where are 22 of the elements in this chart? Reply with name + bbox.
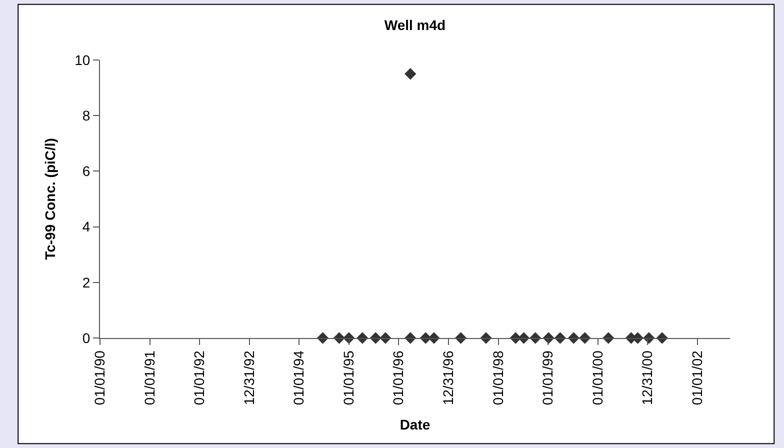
x-tick-label: 01/01/91 <box>141 350 158 406</box>
x-tick-label: 01/01/98 <box>490 350 506 406</box>
x-tick-label: 01/01/00 <box>589 350 606 406</box>
x-tick-label: 01/01/94 <box>290 350 307 406</box>
y-tick-label: 2 <box>82 274 90 290</box>
x-tick-label: 01/01/99 <box>540 350 556 406</box>
x-tick-label: 01/01/96 <box>390 350 406 406</box>
y-tick-label: 0 <box>82 330 90 346</box>
x-tick-label: 12/31/92 <box>240 350 257 406</box>
y-axis-title: Tc-99 Conc. (piC/l) <box>42 138 58 260</box>
x-tick-label: 12/31/00 <box>639 350 656 406</box>
x-tick-label: 01/01/02 <box>688 350 705 406</box>
x-axis-title: Date <box>400 416 430 432</box>
chart-title: Well m4d <box>384 16 446 33</box>
y-tick-label: 6 <box>82 163 90 180</box>
x-tick-label: 12/31/96 <box>440 350 456 406</box>
y-tick-label: 10 <box>74 52 90 68</box>
y-tick-label: 4 <box>82 218 90 235</box>
x-tick-label: 01/01/92 <box>191 350 208 406</box>
y-tick-label: 8 <box>82 108 90 124</box>
x-tick-label: 01/01/95 <box>340 350 356 406</box>
x-tick-label: 01/01/90 <box>92 350 108 406</box>
